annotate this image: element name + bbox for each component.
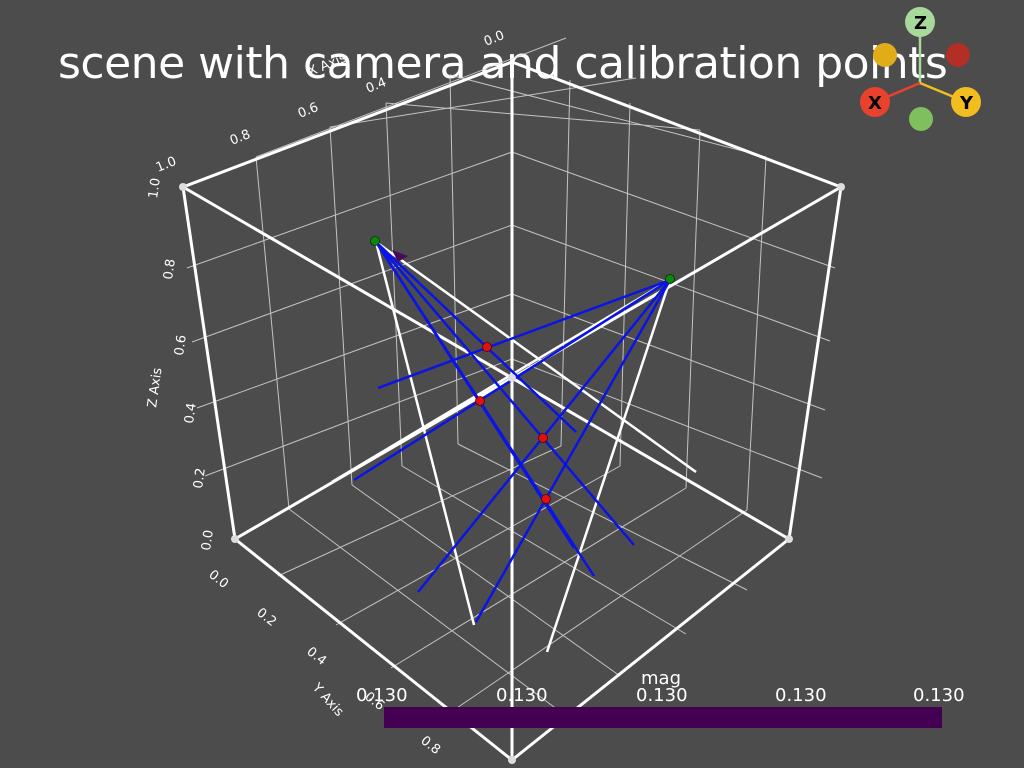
calibration-point — [475, 396, 485, 406]
neg-y-axis-ball — [873, 43, 897, 67]
camera-frustum-lines — [331, 240, 697, 653]
x-tick-label: 0.6 — [296, 100, 321, 122]
calibration-point — [541, 494, 551, 504]
neg-z-axis-ball — [909, 107, 933, 131]
x-tick-label: 1.0 — [154, 154, 179, 176]
x-axis-ball — [860, 87, 890, 117]
z-tick-label: 0.4 — [182, 402, 200, 425]
x-tick-label: 0.8 — [228, 127, 253, 149]
y-axis-ball — [951, 87, 981, 117]
scalar-bar-label: 0.130 — [356, 685, 408, 706]
calibration-point — [482, 342, 492, 352]
z-axis-label: Z Axis — [145, 367, 165, 409]
z-tick-label: 1.0 — [146, 177, 164, 200]
scalar-bar-label: 0.130 — [496, 685, 548, 706]
z-tick-label: 0.0 — [199, 529, 217, 552]
camera-point-1 — [370, 236, 380, 246]
camera-points — [370, 236, 675, 284]
z-tick-label: 0.8 — [161, 258, 179, 281]
x-axis-letter: X — [868, 93, 882, 114]
calibration-point — [538, 433, 548, 443]
y-axis-ticks: 0.0 0.2 0.4 0.6 0.8 Y Axis — [206, 567, 444, 758]
z-axis-letter: Z — [914, 13, 927, 34]
camera-direction-marker — [392, 250, 408, 262]
y-tick-label: 0.0 — [206, 567, 232, 592]
scalar-bar-label: 0.130 — [913, 685, 965, 706]
camera-point-2 — [665, 274, 675, 284]
z-axis-ticks: 0.0 0.2 0.4 0.6 0.8 1.0 Z Axis — [145, 177, 217, 552]
scalar-bar-label: 0.130 — [775, 685, 827, 706]
y-tick-label: 0.2 — [254, 605, 280, 630]
scalar-bar-colormap — [384, 707, 942, 728]
x-axis-label: X Axis — [306, 51, 349, 80]
calibration-points — [475, 342, 551, 504]
y-tick-label: 0.8 — [418, 733, 444, 758]
x-tick-label: 0.0 — [482, 28, 507, 50]
y-tick-label: 0.4 — [304, 644, 330, 669]
y-axis-letter: Y — [959, 93, 974, 114]
z-axis-ball — [905, 7, 935, 37]
scalar-bar-label: 0.130 — [636, 685, 688, 706]
y-axis-label: Y Axis — [308, 680, 346, 720]
neg-x-axis-ball — [946, 43, 970, 67]
z-tick-label: 0.6 — [172, 334, 190, 357]
plot-title: scene with camera and calibration points — [58, 38, 948, 89]
x-tick-label: 0.4 — [364, 75, 389, 97]
scalar-bar: mag 0.130 0.130 0.130 0.130 0.130 — [356, 668, 965, 728]
bounding-box — [181, 60, 843, 762]
z-tick-label: 0.2 — [191, 467, 209, 490]
corner-markers — [179, 183, 845, 764]
orientation-widget[interactable]: Z X Y — [860, 7, 981, 131]
scalar-bar-title: mag — [641, 668, 681, 689]
x-axis-ticks: 0.0 0.4 0.6 0.8 1.0 X Axis — [154, 28, 507, 176]
